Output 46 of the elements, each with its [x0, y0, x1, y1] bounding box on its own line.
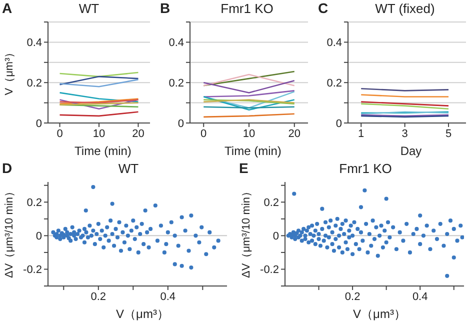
y-tick-label: 0 — [178, 118, 184, 130]
y-tick-label: 0.4 — [326, 37, 342, 50]
y-tick-label: 0.2 — [26, 197, 42, 210]
y-tick-label: 0.2 — [168, 78, 184, 90]
y-tick-label: 0.2 — [326, 78, 342, 90]
y-tick-label: 0.2 — [264, 197, 279, 210]
x-tick-label: 20 — [132, 128, 144, 140]
y-tick-label: 0.2 — [26, 78, 42, 90]
x-tick-label: 5 — [445, 128, 452, 140]
y-tick-label: -0.2 — [23, 264, 42, 276]
y-axis-title: ΔV（μm³/10 min） — [240, 186, 254, 278]
x-axis-title: Time (min) — [224, 143, 282, 160]
x-tick-label: 0 — [56, 128, 63, 140]
x-axis-title: V（μm³） — [115, 306, 170, 323]
x-tick-label: 0.4 — [160, 290, 176, 303]
y-tick-label: 0.4 — [26, 37, 42, 50]
x-axis-title: Time (min) — [74, 143, 132, 160]
x-tick-label: 0 — [200, 128, 207, 140]
x-tick-label: 3 — [402, 128, 408, 140]
y-tick-label: 0 — [36, 230, 42, 243]
y-tick-label: 0 — [272, 230, 279, 243]
text: E — [239, 160, 248, 176]
x-tick-label: 0.4 — [412, 290, 428, 303]
chart-title: WT (fixed) — [375, 1, 435, 16]
chart-title: Fmr1 KO — [339, 161, 392, 176]
x-tick-label: 0.2 — [90, 290, 106, 303]
x-tick-label: 20 — [288, 128, 301, 140]
y-axis-title: ΔV（μm³/10 min） — [2, 186, 16, 278]
x-tick-label: 0.2 — [344, 290, 360, 303]
chart-title: WT — [118, 161, 139, 176]
text: A — [2, 0, 12, 16]
text: D — [2, 160, 12, 176]
chart-title: Fmr1 KO — [220, 1, 274, 16]
x-tick-label: 10 — [242, 128, 256, 140]
x-axis-title: V（μm³） — [352, 306, 407, 323]
y-axis-title: V（μm³） — [2, 46, 16, 95]
text: B — [160, 0, 170, 16]
chart-title: WT — [78, 1, 100, 16]
text: C — [318, 0, 328, 16]
y-tick-label: 0 — [336, 118, 342, 130]
y-tick-label: -0.2 — [260, 264, 279, 276]
y-tick-label: 0.4 — [168, 37, 184, 50]
y-tick-label: 0 — [36, 118, 42, 130]
x-tick-label: 1 — [358, 128, 364, 140]
x-axis-title: Day — [399, 143, 423, 160]
x-tick-label: 10 — [92, 128, 106, 140]
